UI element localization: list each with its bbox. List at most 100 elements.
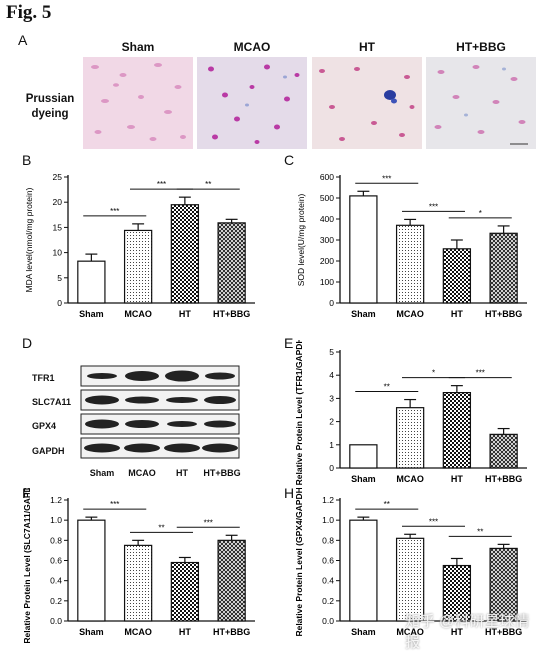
x-tick-label: HT+BBG (485, 627, 522, 637)
panel-letter-c: C (284, 152, 295, 168)
x-tick-label: MCAO (396, 627, 424, 637)
panel-letter-f: F (22, 485, 31, 501)
y-axis-label: MDA level(nmol/mg protein) (24, 187, 34, 292)
blot-label-gapdh: GAPDH (32, 446, 65, 456)
bar-sham (349, 519, 378, 622)
bar-mcao (395, 224, 425, 304)
stain-image-mcao (197, 57, 307, 149)
x-tick-label: HT (451, 474, 463, 484)
significance-label: *** (429, 202, 438, 211)
y-tick-label: 4 (329, 370, 334, 380)
x-tick-label: Sham (79, 627, 104, 637)
x-tick-label: HT (179, 627, 191, 637)
x-tick-label: HT+BBG (485, 474, 522, 484)
y-tick-label: 200 (320, 256, 334, 266)
significance-label: *** (110, 500, 119, 509)
blot-lane-sham: Sham (89, 468, 115, 478)
y-tick-label: 1.0 (322, 515, 334, 525)
significance-label: *** (476, 369, 485, 378)
y-tick-label: 0.2 (50, 596, 62, 606)
significance-label: *** (157, 180, 166, 189)
x-tick-label: Sham (351, 474, 376, 484)
significance-label: *** (110, 207, 119, 216)
y-tick-label: 0 (57, 298, 62, 308)
x-tick-label: Sham (351, 309, 376, 319)
col-label-ht: HT (359, 40, 375, 54)
x-tick-label: HT (451, 627, 463, 637)
bar-sham (77, 260, 106, 304)
significance-label: ** (384, 383, 390, 392)
bar-htbbg (217, 539, 246, 622)
stain-image-ht (312, 57, 422, 149)
significance-label: *** (204, 518, 213, 527)
x-tick-label: Sham (79, 309, 104, 319)
y-tick-label: 20 (53, 197, 63, 207)
x-tick-label: Sham (351, 627, 376, 637)
significance-label: ** (384, 500, 390, 509)
y-tick-label: 1.2 (50, 495, 62, 505)
bar-ht (170, 204, 200, 304)
significance-label: ** (158, 523, 164, 532)
x-tick-label: HT+BBG (213, 627, 250, 637)
panel-letter-b: B (22, 152, 32, 168)
bar-mcao (395, 407, 425, 469)
bar-htbbg (489, 232, 518, 304)
y-tick-label: 600 (320, 172, 334, 182)
y-tick-label: 300 (320, 235, 334, 245)
bar-ht (170, 561, 200, 622)
bar-ht (442, 564, 472, 622)
y-tick-label: 0.8 (50, 535, 62, 545)
y-tick-label: 10 (53, 248, 63, 258)
y-axis-label: Relative Protein Level (TFR1/GAPDH) (294, 340, 304, 485)
panel-letter-h: H (284, 485, 295, 501)
y-tick-label: 25 (53, 172, 63, 182)
bar-ht (442, 391, 472, 469)
stain-image-sham (83, 57, 193, 149)
bar-sham (349, 195, 378, 304)
x-tick-label: HT (451, 309, 463, 319)
col-label-htbbg: HT+BBG (456, 40, 506, 54)
y-tick-label: 1.0 (50, 515, 62, 525)
significance-label: ** (205, 180, 211, 189)
y-tick-label: 1 (329, 440, 334, 450)
chart-f-slc7a11: 0.0 0.2 0.4 0.6 0.8 1.0 1.2 Relative Protein Le… (22, 488, 255, 643)
chart-b-mda: 0 5 10 15 20 25 MDA level(nmol/mg protein) Sham… (24, 172, 255, 319)
significance-label: *** (429, 517, 438, 526)
x-tick-label: MCAO (396, 474, 424, 484)
blot-label-gpx4: GPX4 (32, 421, 57, 431)
y-tick-label: 0.2 (322, 596, 334, 606)
bar-htbbg (217, 222, 246, 304)
y-tick-label: 15 (53, 222, 63, 232)
blot-lane-ht: HT (176, 468, 188, 478)
y-tick-label: 500 (320, 193, 334, 203)
panel-letter-e: E (284, 335, 294, 351)
y-tick-label: 5 (57, 273, 62, 283)
panel-letter-a: A (18, 32, 28, 48)
panel-letter-d: D (22, 335, 33, 351)
y-tick-label: 3 (329, 393, 334, 403)
figure-title: Fig. 5 (6, 2, 52, 23)
significance-label: *** (382, 174, 391, 183)
y-tick-label: 0.0 (50, 616, 62, 626)
bar-mcao (395, 537, 425, 622)
stain-label: Prussian dyeing (25, 93, 75, 120)
y-tick-label: 1.2 (322, 495, 334, 505)
significance-label: ** (477, 527, 483, 536)
y-tick-label: 0.6 (322, 556, 334, 566)
y-tick-label: 0.6 (50, 556, 62, 566)
chart-c-sod: 0 100 200 300 400 500 600 SOD level(U/mg protei… (296, 172, 527, 319)
x-tick-label: MCAO (124, 309, 152, 319)
y-tick-label: 0 (329, 463, 334, 473)
blot-lane-htbbg: HT+BBG (203, 468, 241, 478)
bar-mcao (123, 544, 153, 622)
blot-label-slc7a11: SLC7A11 (32, 397, 72, 407)
col-label-sham: Sham (121, 40, 155, 54)
y-axis-label: Relative Protein Level (SLC7A11/GAPDH) (22, 488, 32, 643)
blot-lane-mcao: MCAO (128, 468, 156, 478)
y-axis-label: Relative Protein Level (GPX4/GAPDH) (294, 488, 304, 637)
y-tick-label: 0.4 (322, 576, 334, 586)
chart-e-tfr1: 0 1 2 3 4 5 Relative Protein Level (TFR1/GAPDH… (294, 340, 527, 485)
significance-label: * (479, 209, 482, 218)
y-tick-label: 100 (320, 277, 334, 287)
col-label-mcao: MCAO (233, 40, 271, 54)
